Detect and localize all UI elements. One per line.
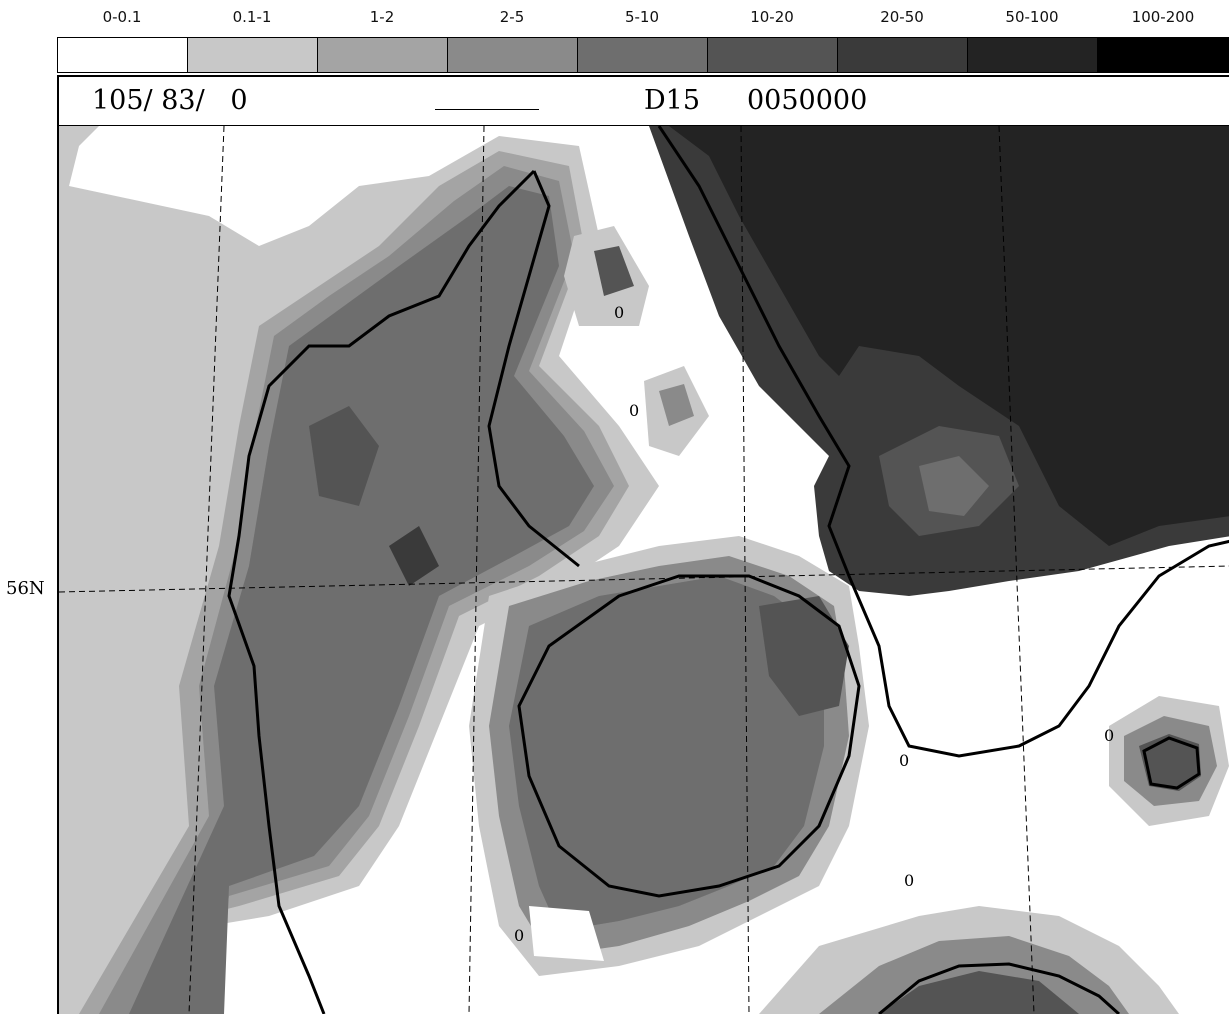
- legend-swatch-8: [1097, 37, 1229, 73]
- contour-label: 0: [904, 871, 914, 890]
- bornholm-core: [1139, 734, 1201, 791]
- legend-swatch-7: [967, 37, 1098, 73]
- islands-dark-patch: [759, 596, 849, 716]
- zealand-coastline: [517, 574, 861, 898]
- contour-label: 0: [614, 303, 624, 322]
- info-bar: 105/ 83/ 0 D15 0050000: [57, 75, 1229, 127]
- islands-light-hole: [529, 906, 604, 961]
- jutland-band-3: [129, 186, 594, 1014]
- info-separator-line: [435, 109, 539, 110]
- latitude-line-56n: [59, 565, 1229, 593]
- legend-swatch-2: [317, 37, 448, 73]
- contour-label: 0: [514, 926, 524, 945]
- legend-label-2: 1-2: [369, 8, 395, 26]
- grid-index-text: 105/ 83/ 0: [92, 85, 248, 116]
- north-jutland-coast: [487, 170, 580, 568]
- contour-label: 0: [629, 401, 639, 420]
- coastlines: [227, 126, 1229, 1014]
- southern-coast: [759, 906, 1179, 1014]
- sweden-region: [649, 126, 1229, 596]
- legend-swatch-0: [57, 37, 188, 73]
- legend-label-1: 0.1-1: [232, 8, 272, 26]
- jutland-core-patch: [309, 406, 379, 506]
- jutland-small-dark: [389, 526, 439, 586]
- meridian-line-4: [998, 126, 1035, 1014]
- south-band-2: [879, 971, 1079, 1014]
- bornholm-coastline: [1142, 736, 1201, 790]
- meridian-line-1: [188, 126, 225, 1014]
- legend: 0-0.1 0.1-1 1-2 2-5 5-10 10-20 20-50 50-…: [57, 0, 1229, 75]
- south-coastline: [878, 962, 1121, 1014]
- legend-swatch-4: [577, 37, 708, 73]
- meridian-line-3: [740, 126, 750, 1014]
- legend-label-0: 0-0.1: [102, 8, 142, 26]
- legend-swatch-6: [837, 37, 968, 73]
- legend-label-4: 5-10: [624, 8, 660, 26]
- legend-swatch-3: [447, 37, 578, 73]
- legend-label-6: 20-50: [880, 8, 924, 26]
- latitude-label-56n: 56N: [6, 578, 45, 599]
- sweden-light-patch: [919, 456, 989, 516]
- contour-labels: 0 0 0 0 0 0: [514, 303, 1114, 945]
- graticule: [59, 126, 1229, 1014]
- legend-label-8: 100-200: [1131, 8, 1195, 26]
- swedish-coastline: [657, 126, 1229, 758]
- anholt-core: [659, 384, 694, 426]
- legend-label-3: 2-5: [499, 8, 525, 26]
- islands-band-2: [509, 576, 824, 931]
- legend-swatch-1: [187, 37, 318, 73]
- precipitation-map: 0 0 0 0 0 0: [59, 126, 1229, 1014]
- contour-label: 0: [899, 751, 909, 770]
- sweden-dark-core: [669, 126, 1229, 546]
- islands-region: [469, 536, 869, 976]
- kattegat-islands: [564, 226, 709, 456]
- time-code-text: 0050000: [747, 85, 868, 116]
- map-panel: 0 0 0 0 0 0: [57, 126, 1229, 1014]
- bornholm-island: [1109, 696, 1229, 826]
- legend-swatch-5: [707, 37, 838, 73]
- jutland-coastline: [227, 169, 536, 1014]
- laeso-core: [594, 246, 634, 296]
- field-code-text: D15: [644, 85, 701, 116]
- legend-label-7: 50-100: [1005, 8, 1059, 26]
- legend-label-5: 10-20: [750, 8, 794, 26]
- contour-label: 0: [1104, 726, 1114, 745]
- meridian-line-2: [468, 126, 485, 1014]
